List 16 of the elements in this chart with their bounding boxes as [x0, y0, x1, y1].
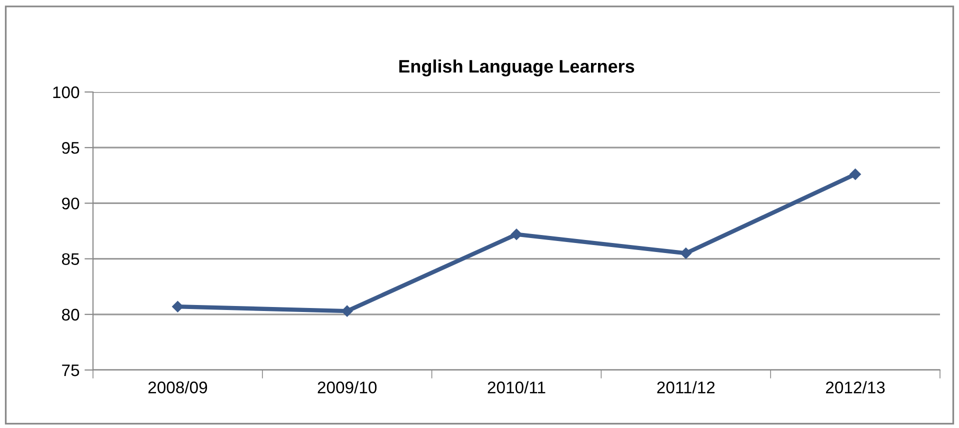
x-tick-label: 2012/13 [826, 381, 885, 394]
x-tick-label: 2008/09 [148, 381, 208, 394]
y-tick-label: 85 [62, 253, 80, 266]
y-tick-label: 100 [53, 86, 80, 98]
x-tick-label: 2009/10 [318, 381, 377, 394]
y-tick-label: 90 [62, 198, 80, 210]
point [680, 248, 692, 259]
y-tick-label: 95 [62, 142, 80, 154]
point [510, 228, 522, 240]
point [172, 301, 184, 312]
x-tick-label: 2011/12 [657, 381, 715, 394]
point [850, 168, 861, 180]
y-tick-label: 75 [62, 364, 80, 376]
x-tick-label: 2010/11 [488, 381, 546, 394]
chart-title: English Language Learners [399, 59, 634, 76]
y-tick-label: 80 [62, 308, 80, 321]
